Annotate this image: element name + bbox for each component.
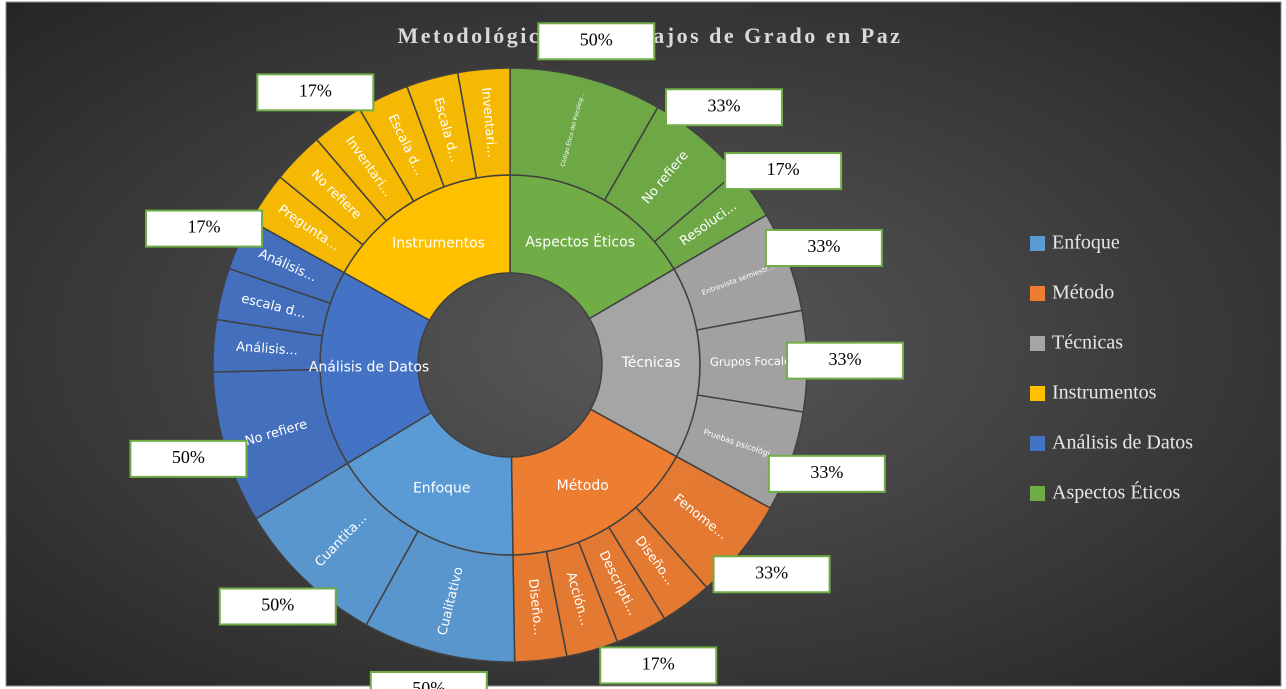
outer-segment <box>456 67 511 179</box>
legend-label: Método <box>1052 282 1114 304</box>
legend: Enfoque Método Técnicas Instrumentos Análisi… <box>1030 232 1193 504</box>
data-label-box <box>218 587 337 626</box>
legend-swatch <box>1030 436 1045 451</box>
inner-label: Aspectos Éticos <box>525 234 635 251</box>
outer-label: Grupos Focales <box>710 354 797 369</box>
data-label-box <box>724 152 843 191</box>
outer-label: Diseño... <box>525 578 546 636</box>
data-label-box <box>664 88 783 127</box>
data-label-box <box>764 228 883 267</box>
legend-label: Aspectos Éticos <box>1052 481 1181 504</box>
data-label-text: 50% <box>261 595 294 615</box>
data-label-text: 17% <box>767 159 800 179</box>
legend-label: Análisis de Datos <box>1052 432 1193 454</box>
data-label-box <box>785 341 904 380</box>
data-label: 17% <box>599 646 718 685</box>
inner-label: Técnicas <box>621 355 681 371</box>
data-label-box <box>767 454 886 493</box>
legend-swatch <box>1030 336 1045 351</box>
data-label-text: 33% <box>755 562 788 582</box>
legend-swatch <box>1030 236 1045 251</box>
data-label-box <box>712 555 831 594</box>
data-label-box <box>145 209 264 248</box>
data-label-text: 33% <box>828 349 861 369</box>
data-label: 17% <box>256 73 375 112</box>
inner-label: Instrumentos <box>392 235 485 251</box>
data-label-text: 17% <box>299 80 332 100</box>
data-label-text: 17% <box>188 217 221 237</box>
sunburst <box>212 67 808 663</box>
data-label-box <box>599 646 718 685</box>
data-label-box <box>129 439 248 478</box>
data-label: 50% <box>537 22 656 61</box>
legend-swatch <box>1030 386 1045 401</box>
inner-label: Método <box>557 478 609 494</box>
data-label-box <box>369 671 488 689</box>
data-label: 17% <box>724 152 843 191</box>
inner-label: Análisis de Datos <box>309 360 429 376</box>
legend-label: Técnicas <box>1052 332 1123 354</box>
outer-label: Inventari... <box>478 87 499 158</box>
legend-swatch <box>1030 286 1045 301</box>
data-label: 50% <box>369 671 488 689</box>
legend-label: Enfoque <box>1052 232 1120 254</box>
data-label: 33% <box>767 454 886 493</box>
data-label-box <box>256 73 375 112</box>
data-label-text: 33% <box>707 95 740 115</box>
outer-label: Análisis... <box>236 340 299 359</box>
data-label-text: 50% <box>172 447 205 467</box>
data-label: 50% <box>129 439 248 478</box>
data-label: 33% <box>764 228 883 267</box>
inner-label: Enfoque <box>413 480 471 496</box>
data-label-text: 50% <box>580 29 613 49</box>
data-label-text: 17% <box>642 654 675 674</box>
data-label: 17% <box>145 209 264 248</box>
legend-swatch <box>1030 486 1045 501</box>
data-label: 33% <box>712 555 831 594</box>
data-label-text: 33% <box>807 236 840 256</box>
data-label-text: 50% <box>412 678 445 689</box>
legend-label: Instrumentos <box>1052 382 1157 404</box>
data-label-text: 33% <box>810 462 843 482</box>
data-label: 50% <box>218 587 337 626</box>
data-label: 33% <box>664 88 783 127</box>
data-label: 33% <box>785 341 904 380</box>
data-label-box <box>537 22 656 61</box>
